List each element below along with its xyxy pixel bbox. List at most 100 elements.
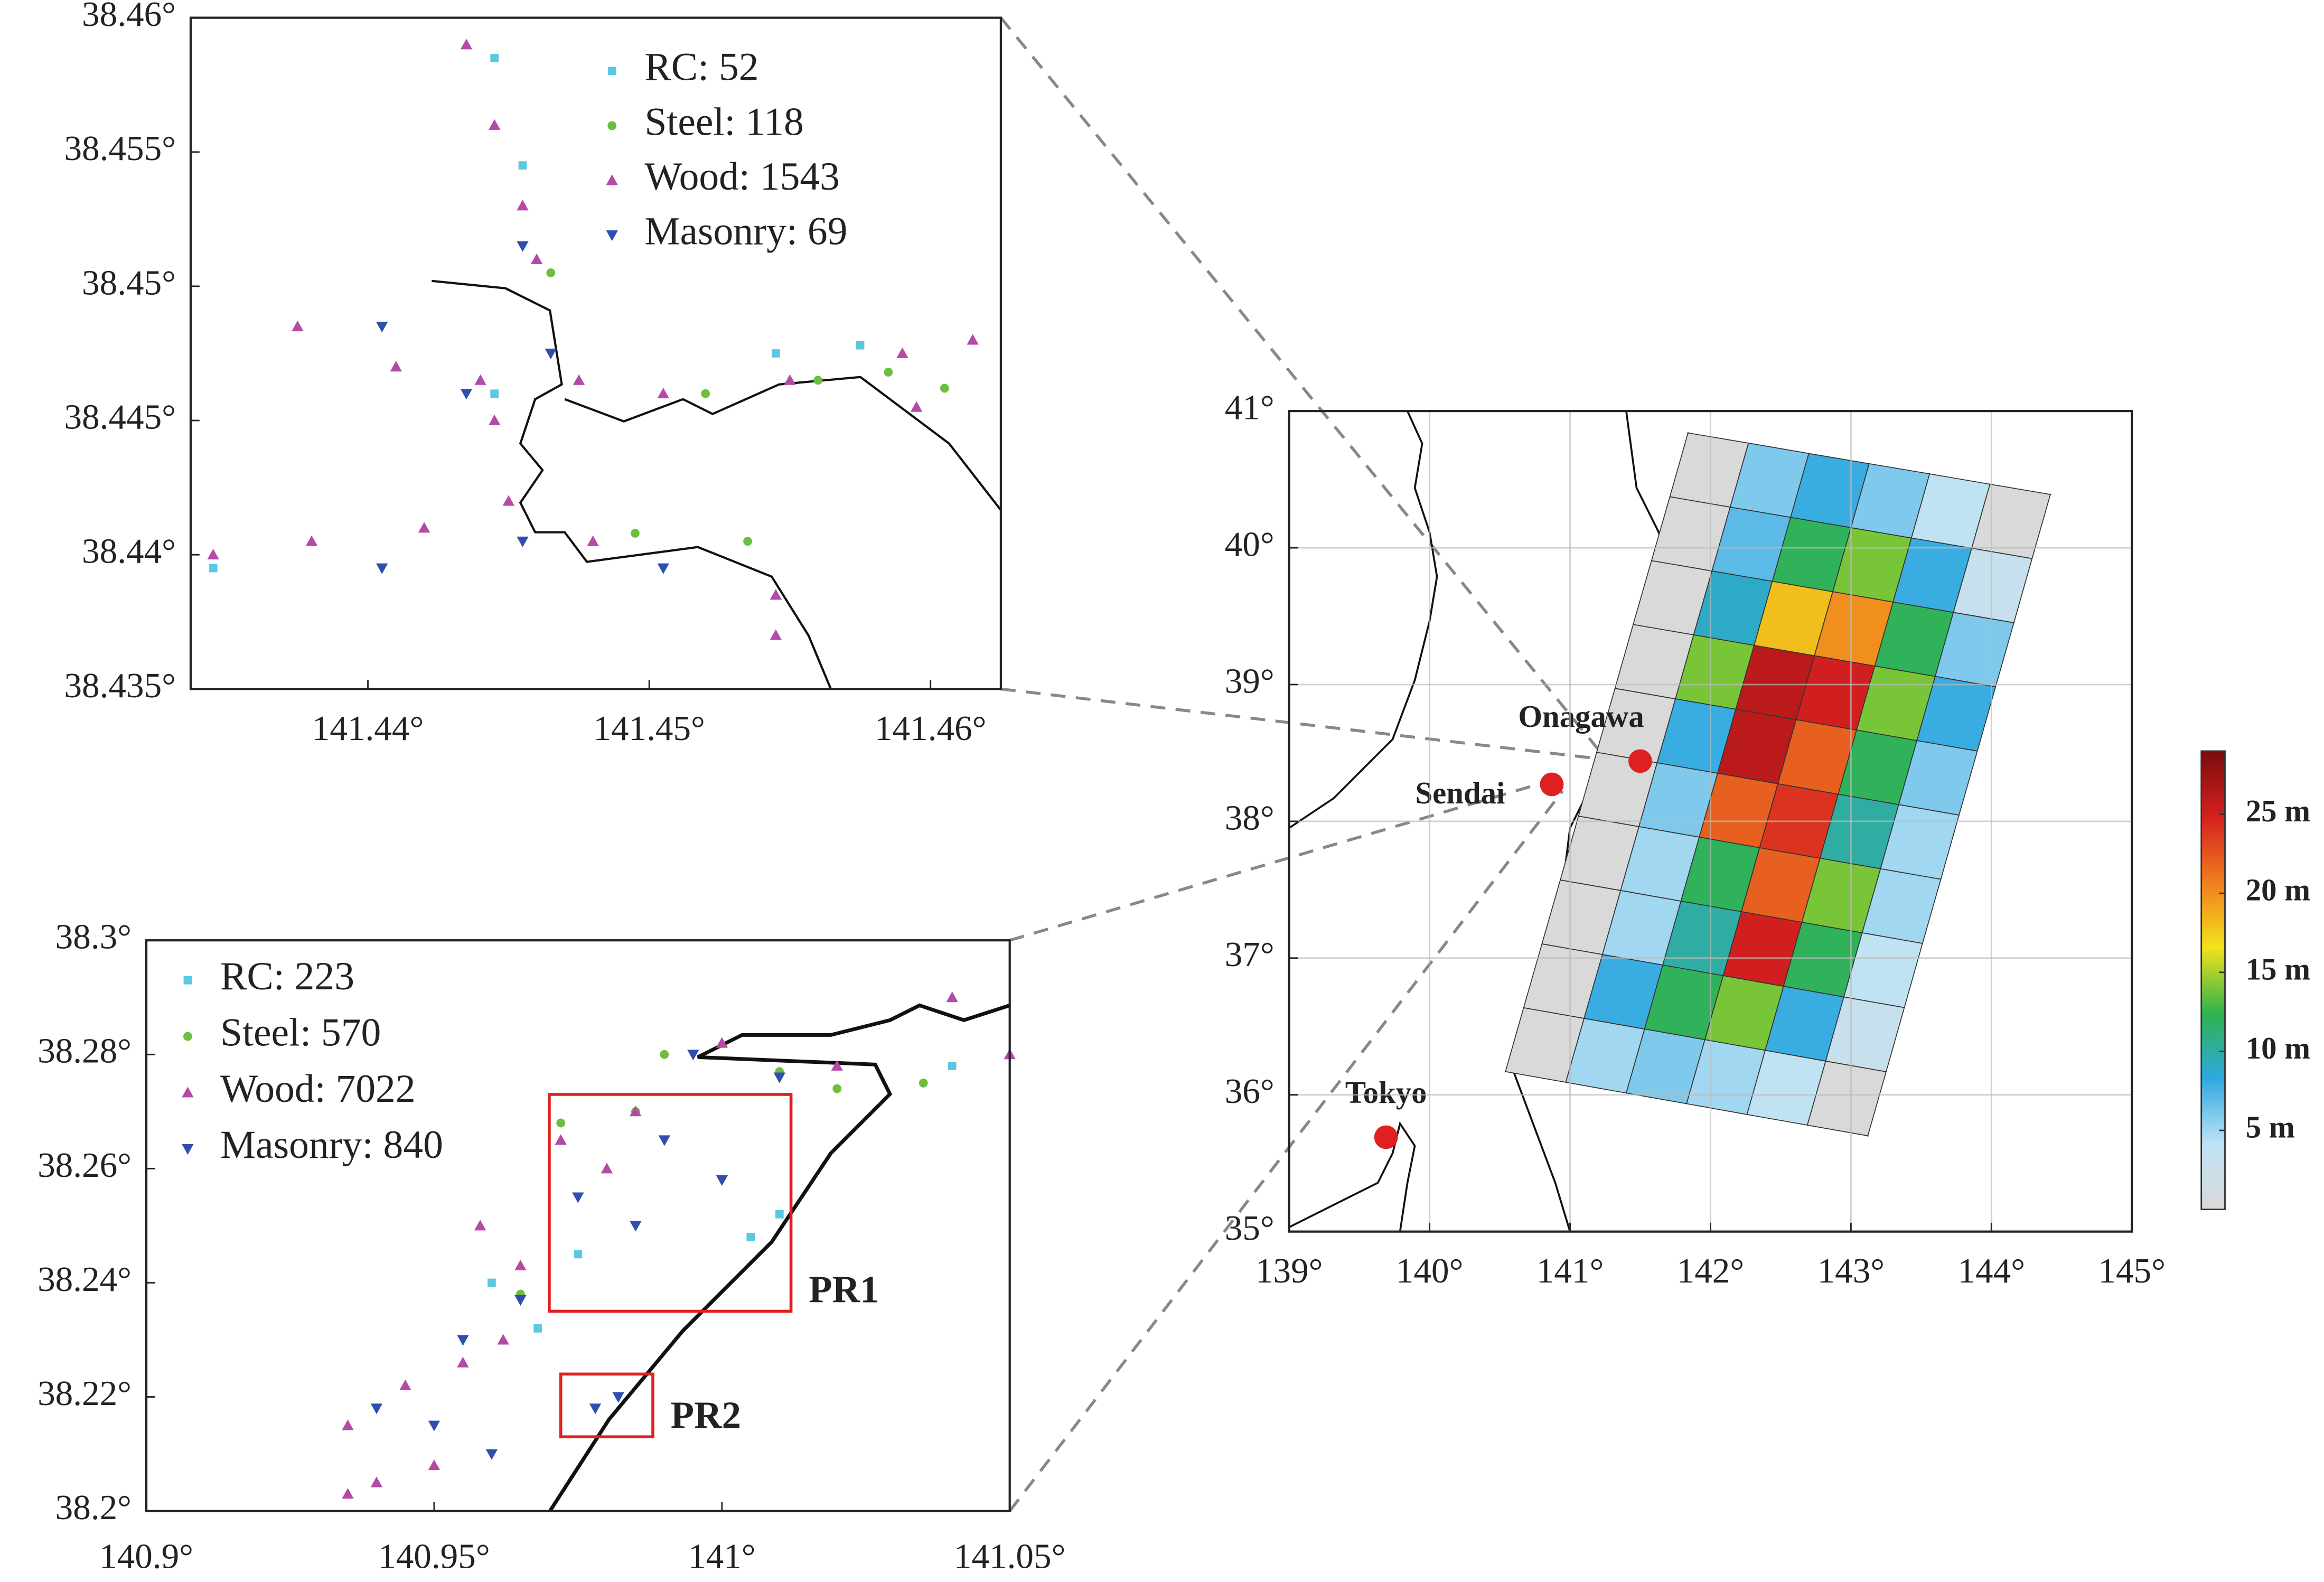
marker [716, 1037, 728, 1048]
legend-label: RC: 223 [220, 954, 354, 998]
place-marker [1628, 749, 1652, 773]
marker [207, 549, 219, 560]
connector [1000, 687, 1622, 763]
marker [545, 349, 557, 360]
marker [342, 1419, 354, 1430]
y-tick-label: 38.26° [38, 1145, 132, 1185]
x-tick-label: 141.44° [312, 708, 424, 748]
marker [612, 1392, 624, 1403]
panel [1504, 432, 2051, 1137]
marker [530, 253, 543, 265]
marker [770, 589, 782, 600]
marker [489, 119, 501, 130]
marker [601, 1163, 613, 1174]
y-tick-label: 37° [1225, 934, 1275, 974]
marker [856, 341, 865, 350]
marker [657, 563, 669, 574]
x-tick-label: 144° [1957, 1251, 2025, 1290]
coastline-b [548, 1003, 1010, 1512]
marker [884, 368, 893, 377]
marker [518, 161, 527, 170]
y-tick-label: 38.3° [55, 917, 132, 957]
y-tick-label: 38.22° [38, 1373, 132, 1413]
marker [370, 1476, 383, 1487]
y-tick-label: 38° [1225, 798, 1275, 837]
colorbar-label: 15 m [2246, 952, 2310, 986]
marker [376, 322, 388, 333]
marker [967, 334, 979, 345]
x-tick-label: 141° [688, 1536, 756, 1576]
marker [919, 1078, 928, 1088]
marker [376, 563, 388, 574]
y-tick-label: 38.44° [82, 531, 176, 571]
marker [896, 347, 908, 358]
marker [555, 1134, 567, 1145]
x-tick-label: 139° [1255, 1251, 1323, 1290]
marker [490, 53, 499, 62]
marker [631, 529, 640, 538]
coastline [564, 376, 1002, 511]
colorbar-label: 20 m [2246, 873, 2310, 907]
marker [587, 535, 599, 546]
x-tick-label: 145° [2098, 1251, 2166, 1290]
marker [489, 414, 501, 426]
marker [460, 39, 473, 50]
marker [572, 1192, 584, 1203]
marker [813, 376, 823, 385]
legend-marker [182, 1144, 194, 1155]
marker [474, 374, 486, 385]
y-tick-label: 38.24° [38, 1259, 132, 1299]
coastline-a [432, 279, 1002, 690]
plot-frame [189, 16, 1002, 690]
x-tick-label: 141.46° [875, 708, 987, 748]
marker [546, 268, 556, 277]
region-box [548, 1093, 793, 1313]
y-tick-label: 38.455° [64, 128, 176, 168]
legend-label: Steel: 570 [220, 1010, 381, 1054]
colorbar-label: 5 m [2246, 1110, 2295, 1145]
marker [831, 1060, 843, 1071]
x-tick-label: 140° [1396, 1251, 1464, 1290]
connector [1008, 790, 1564, 1512]
marker [209, 564, 218, 573]
place-label: Sendai [1416, 776, 1505, 810]
marker [399, 1379, 411, 1390]
panel [207, 39, 979, 640]
marker [418, 522, 430, 533]
marker [457, 1356, 469, 1368]
marker [428, 1459, 441, 1471]
marker [502, 495, 515, 506]
y-tick-label: 39° [1225, 661, 1275, 700]
marker [910, 401, 923, 412]
marker [771, 349, 780, 358]
connector [999, 16, 1601, 752]
coastline [432, 279, 832, 690]
x-tick-label: 141.45° [593, 708, 705, 748]
marker [743, 537, 752, 546]
marker [342, 1488, 354, 1499]
x-tick-label: 140.95° [378, 1536, 490, 1576]
marker [497, 1334, 509, 1345]
marker [474, 1220, 486, 1231]
marker [514, 1259, 527, 1271]
marker [533, 1324, 542, 1333]
marker [630, 1106, 642, 1117]
plot-frame [145, 939, 1011, 1512]
grid-corner [1687, 432, 1689, 434]
marker [517, 536, 529, 547]
legend-marker [607, 121, 617, 130]
colorbar-label: 25 m [2246, 794, 2310, 828]
y-tick-label: 38.46° [82, 0, 176, 34]
legend-label: Masonry: 69 [644, 209, 847, 253]
marker [946, 991, 958, 1003]
y-tick-label: 38.435° [64, 666, 176, 705]
panel [342, 991, 1016, 1499]
legend-label: Steel: 118 [644, 100, 804, 144]
x-tick-label: 141.05° [954, 1536, 1066, 1576]
marker [305, 535, 318, 546]
y-tick-label: 35° [1225, 1208, 1275, 1248]
region-label: PR2 [671, 1393, 741, 1436]
marker [573, 374, 585, 385]
legend-label: RC: 52 [644, 45, 758, 89]
